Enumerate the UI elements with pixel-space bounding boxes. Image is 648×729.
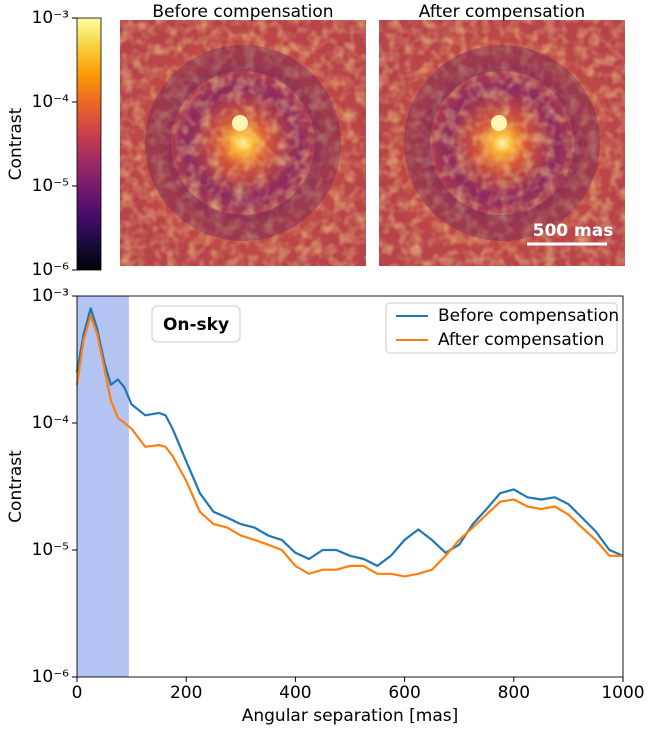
legend-box (385, 302, 618, 354)
scale-bar-label: 500 mas (533, 221, 614, 241)
y-axis-label: Contrast (6, 450, 26, 523)
colorbar-tick-label: 10⁻⁴ (32, 92, 70, 112)
panel-title: Before compensation (152, 2, 333, 22)
y-tick-label: 10⁻⁶ (32, 667, 70, 687)
colorbar (76, 17, 102, 271)
image-speckle (120, 20, 366, 266)
dark-hole-ring (145, 45, 341, 241)
psf-core (232, 115, 248, 131)
annotation-box (151, 305, 241, 343)
x-axis-label: Angular separation [mas] (242, 706, 459, 726)
panel-title: After compensation (419, 2, 585, 22)
y-tick-label: 10⁻⁵ (32, 540, 69, 560)
annotation: On-sky (163, 315, 229, 335)
x-tick-label: 800 (498, 683, 530, 703)
legend-label: Before compensation (438, 306, 619, 326)
legend-label: After compensation (438, 330, 604, 350)
psf-core (491, 115, 507, 131)
y-tick-label: 10⁻⁴ (32, 413, 70, 433)
x-tick-label: 600 (388, 683, 420, 703)
colorbar-label: Contrast (6, 107, 26, 180)
colorbar-tick-label: 10⁻³ (32, 8, 69, 28)
x-tick-label: 0 (72, 683, 83, 703)
colorbar-tick-label: 10⁻⁵ (32, 176, 69, 196)
dark-hole-ring (404, 45, 600, 241)
series-line (75, 307, 624, 567)
x-tick-label: 200 (170, 683, 202, 703)
image-speckle (379, 20, 625, 266)
plot-frame (76, 295, 624, 678)
series-line (75, 314, 623, 578)
colorbar-tick-label: 10⁻⁶ (32, 260, 70, 280)
x-tick-label: 1000 (601, 683, 644, 703)
x-tick-label: 400 (279, 683, 311, 703)
y-tick-label: 10⁻³ (32, 286, 69, 306)
